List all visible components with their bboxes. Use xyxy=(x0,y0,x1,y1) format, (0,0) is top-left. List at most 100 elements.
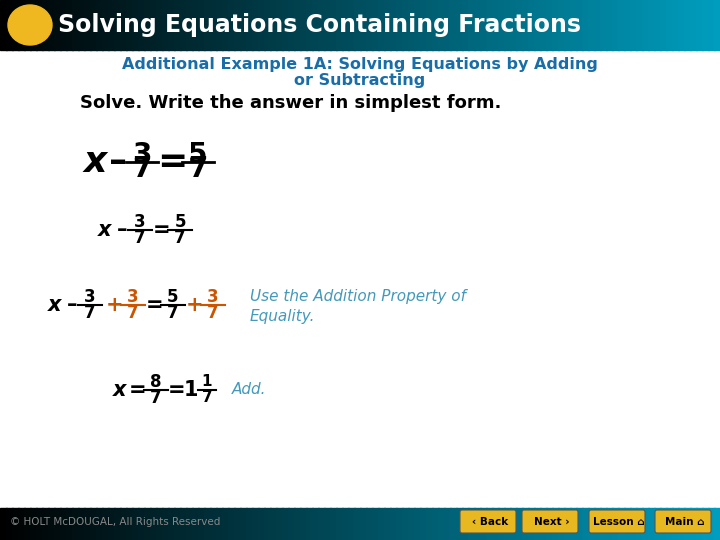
Bar xyxy=(402,0,409,50)
Bar xyxy=(90,0,97,50)
Text: –: – xyxy=(67,295,77,315)
Bar xyxy=(378,508,385,540)
Bar xyxy=(180,0,187,50)
Bar xyxy=(384,508,391,540)
Bar xyxy=(570,0,577,50)
Bar xyxy=(330,508,337,540)
Text: 7: 7 xyxy=(134,229,146,247)
Bar xyxy=(660,508,667,540)
Text: =: = xyxy=(153,220,171,240)
Text: 7: 7 xyxy=(174,229,186,247)
Text: 3: 3 xyxy=(127,288,139,306)
Bar xyxy=(552,0,559,50)
Text: © HOLT McDOUGAL, All Rights Reserved: © HOLT McDOUGAL, All Rights Reserved xyxy=(10,517,220,527)
Bar xyxy=(642,508,649,540)
Bar xyxy=(414,508,421,540)
Bar xyxy=(294,0,301,50)
Bar xyxy=(282,0,289,50)
Bar xyxy=(78,0,85,50)
Bar xyxy=(630,0,637,50)
Bar xyxy=(504,508,511,540)
Bar xyxy=(702,0,709,50)
Bar xyxy=(396,508,403,540)
Bar xyxy=(714,0,720,50)
Bar xyxy=(558,0,565,50)
Bar xyxy=(192,0,199,50)
Bar xyxy=(618,0,625,50)
Text: x: x xyxy=(113,380,127,400)
Bar xyxy=(606,508,613,540)
Bar xyxy=(390,0,397,50)
Bar xyxy=(210,508,217,540)
Bar xyxy=(510,508,517,540)
Bar xyxy=(408,0,415,50)
FancyBboxPatch shape xyxy=(522,510,578,533)
Bar xyxy=(486,0,493,50)
Bar xyxy=(660,0,667,50)
Bar xyxy=(156,508,163,540)
Bar xyxy=(204,508,211,540)
Bar xyxy=(126,508,133,540)
Bar xyxy=(318,0,325,50)
Bar xyxy=(450,0,457,50)
Bar xyxy=(96,0,103,50)
Bar xyxy=(150,508,157,540)
Bar xyxy=(684,0,691,50)
Bar xyxy=(582,0,589,50)
Bar xyxy=(462,508,469,540)
Bar xyxy=(60,508,67,540)
Bar xyxy=(30,508,37,540)
Text: 7: 7 xyxy=(84,304,96,322)
Text: –: – xyxy=(117,220,127,240)
Bar xyxy=(540,508,547,540)
Bar xyxy=(414,0,421,50)
Bar xyxy=(354,508,361,540)
Text: Add.: Add. xyxy=(232,382,266,397)
Bar xyxy=(54,508,61,540)
Bar xyxy=(18,0,25,50)
Bar xyxy=(240,508,247,540)
Bar xyxy=(312,508,319,540)
Bar xyxy=(432,0,439,50)
Bar xyxy=(102,0,109,50)
Bar xyxy=(72,0,79,50)
Bar xyxy=(444,508,451,540)
Bar xyxy=(186,0,193,50)
Bar xyxy=(474,508,481,540)
Bar xyxy=(324,508,331,540)
Bar xyxy=(144,508,151,540)
Bar xyxy=(546,508,553,540)
Bar xyxy=(162,508,169,540)
Text: Lesson ⌂: Lesson ⌂ xyxy=(593,517,645,527)
Bar xyxy=(528,0,535,50)
Text: +: + xyxy=(106,295,124,315)
Bar xyxy=(144,0,151,50)
Bar xyxy=(174,0,181,50)
FancyBboxPatch shape xyxy=(589,510,645,533)
Bar xyxy=(576,508,583,540)
Bar xyxy=(108,508,115,540)
Bar xyxy=(12,508,19,540)
Bar xyxy=(690,0,697,50)
Bar xyxy=(228,508,235,540)
Bar xyxy=(300,0,307,50)
Bar xyxy=(510,0,517,50)
Bar xyxy=(276,0,283,50)
Bar xyxy=(576,0,583,50)
Bar xyxy=(636,508,643,540)
Bar xyxy=(294,508,301,540)
Bar xyxy=(138,508,145,540)
Text: Next ›: Next › xyxy=(534,517,570,527)
Bar xyxy=(600,508,607,540)
Text: 7: 7 xyxy=(202,390,212,406)
Bar xyxy=(330,0,337,50)
Bar xyxy=(588,0,595,50)
Bar xyxy=(126,0,133,50)
Bar xyxy=(558,508,565,540)
Bar xyxy=(570,508,577,540)
Bar xyxy=(366,508,373,540)
Bar xyxy=(102,508,109,540)
Bar xyxy=(240,0,247,50)
Bar xyxy=(666,0,673,50)
Bar xyxy=(534,0,541,50)
